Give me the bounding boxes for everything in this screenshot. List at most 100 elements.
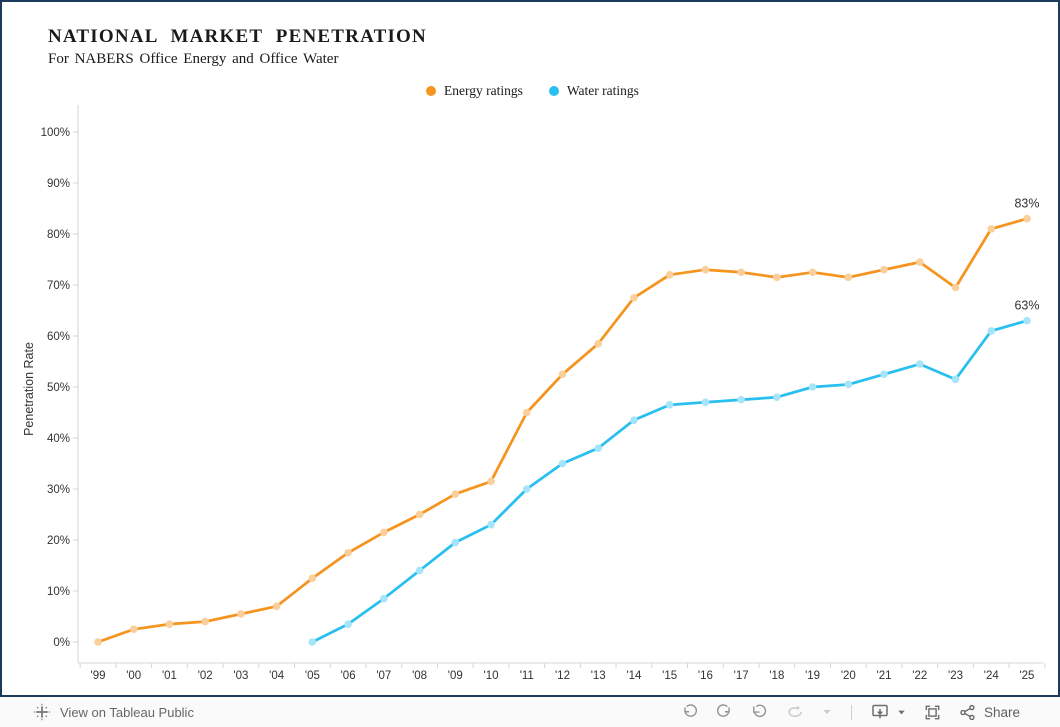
energy-line[interactable]: [96, 217, 1029, 644]
water-data-point-marker[interactable]: [701, 398, 710, 407]
energy-data-point-marker[interactable]: [165, 620, 174, 628]
refresh-icon: [788, 705, 802, 717]
y-tick-label: 50%: [47, 382, 70, 394]
water-data-point-marker[interactable]: [773, 393, 781, 402]
energy-data-point-marker[interactable]: [308, 574, 317, 583]
energy-data-point-marker[interactable]: [951, 283, 960, 292]
download-button[interactable]: [870, 702, 907, 722]
water-data-point-marker[interactable]: [522, 485, 531, 493]
y-tick-label: 60%: [47, 331, 70, 343]
energy-data-point-marker[interactable]: [844, 273, 853, 282]
water-data-point-marker[interactable]: [808, 383, 817, 391]
x-tick-label: '04: [269, 670, 285, 682]
viz-area: NATIONAL MARKET PENETRATION For NABERS O…: [0, 0, 1060, 697]
energy-data-point-marker[interactable]: [594, 339, 603, 348]
share-button[interactable]: Share: [958, 703, 1020, 722]
water-data-point-marker[interactable]: [880, 370, 888, 379]
x-tick-label: '07: [376, 670, 391, 682]
legend: Energy ratings Water ratings: [426, 83, 639, 99]
water-data-point-marker[interactable]: [951, 375, 960, 384]
water-data-point-marker[interactable]: [737, 395, 745, 404]
undo-button[interactable]: [680, 703, 699, 722]
x-tick-label: '25: [1019, 670, 1034, 682]
redo-button[interactable]: [715, 703, 734, 722]
water-data-point-marker[interactable]: [415, 566, 424, 575]
y-tick-label: 40%: [47, 433, 70, 445]
water-data-point-marker[interactable]: [1023, 316, 1031, 325]
energy-data-point-marker[interactable]: [773, 273, 781, 282]
page-title: NATIONAL MARKET PENETRATION: [48, 26, 427, 47]
x-tick-label: '00: [126, 670, 141, 682]
x-tick-label: '08: [412, 670, 427, 682]
water-data-point-marker[interactable]: [630, 416, 638, 424]
replay-icon: [753, 704, 767, 717]
water-data-point-marker[interactable]: [308, 638, 317, 646]
replay-button[interactable]: [750, 703, 769, 722]
undo-icon: [684, 703, 697, 717]
view-on-tableau-public[interactable]: View on Tableau Public: [33, 703, 194, 721]
chevron-down-icon: [823, 710, 831, 714]
y-tick-label: 100%: [41, 127, 70, 139]
x-tick-label: '14: [626, 670, 642, 682]
water-data-point-marker[interactable]: [665, 401, 674, 409]
page-subtitle: For NABERS Office Energy and Office Wate…: [48, 51, 339, 67]
line-chart[interactable]: 0% 10% 20% 30% 40% 50% 60% 70% 80% 90% 100% '99 '00 '…: [2, 2, 1058, 695]
energy-data-point-marker[interactable]: [1023, 214, 1031, 223]
energy-data-point-marker[interactable]: [737, 268, 745, 277]
pause-caret-button[interactable]: [821, 706, 833, 718]
water-data-point-marker[interactable]: [915, 360, 924, 368]
energy-data-point-marker[interactable]: [558, 370, 567, 379]
energy-data-point-marker[interactable]: [94, 638, 102, 646]
legend-item-water[interactable]: Water ratings: [548, 83, 639, 99]
water-data-point-marker[interactable]: [451, 538, 460, 547]
x-tick-label: '05: [305, 670, 320, 682]
water-data-point-marker[interactable]: [487, 520, 495, 529]
y-tick-label: 90%: [47, 178, 70, 190]
y-tick-label: 10%: [47, 586, 70, 598]
y-tick-label: 70%: [47, 280, 70, 292]
water-data-point-marker[interactable]: [594, 444, 603, 453]
energy-series-dot-icon: [426, 86, 436, 96]
water-data-point-marker[interactable]: [987, 327, 996, 335]
energy-data-point-marker[interactable]: [344, 548, 352, 557]
water-data-point-marker[interactable]: [558, 459, 567, 468]
legend-item-energy[interactable]: Energy ratings: [426, 83, 523, 99]
energy-data-point-marker[interactable]: [987, 225, 996, 233]
energy-data-point-marker[interactable]: [272, 602, 281, 611]
energy-data-point-marker[interactable]: [522, 408, 531, 417]
view-on-tableau-label: View on Tableau Public: [60, 704, 194, 720]
y-tick-label: 30%: [47, 484, 70, 496]
fullscreen-button[interactable]: [923, 703, 942, 722]
energy-data-point-marker[interactable]: [129, 625, 138, 634]
energy-data-point-marker[interactable]: [630, 293, 638, 302]
energy-data-point-marker[interactable]: [451, 490, 460, 498]
water-data-point-marker[interactable]: [344, 620, 352, 628]
x-tick-label: '18: [769, 670, 784, 682]
tableau-logo-icon: [33, 703, 51, 721]
energy-data-point-marker[interactable]: [201, 617, 209, 626]
x-tick-label: '99: [91, 670, 106, 682]
toolbar-actions: Share: [680, 702, 1020, 722]
water-data-point-marker[interactable]: [380, 594, 388, 603]
x-tick-label: '06: [341, 670, 356, 682]
energy-data-point-marker[interactable]: [415, 510, 424, 519]
energy-data-point-marker[interactable]: [665, 271, 674, 279]
energy-data-point-marker[interactable]: [380, 528, 388, 537]
energy-data-point-marker[interactable]: [808, 268, 817, 277]
energy-data-point-marker[interactable]: [880, 265, 888, 274]
energy-data-point-marker[interactable]: [701, 265, 710, 274]
energy-data-point-marker[interactable]: [237, 610, 245, 618]
y-tick-label: 20%: [47, 535, 70, 547]
refresh-button[interactable]: [785, 702, 805, 722]
legend-label: Energy ratings: [444, 83, 523, 98]
energy-data-point-marker[interactable]: [915, 258, 924, 266]
x-tick-label: '11: [520, 670, 534, 682]
energy-data-point-marker[interactable]: [487, 477, 495, 486]
chevron-down-icon: [898, 710, 905, 714]
x-tick-label: '19: [805, 670, 820, 682]
fullscreen-icon: [925, 705, 940, 719]
x-tick-label: '12: [555, 670, 570, 682]
water-line[interactable]: [311, 319, 1029, 644]
water-data-point-marker[interactable]: [844, 380, 853, 389]
